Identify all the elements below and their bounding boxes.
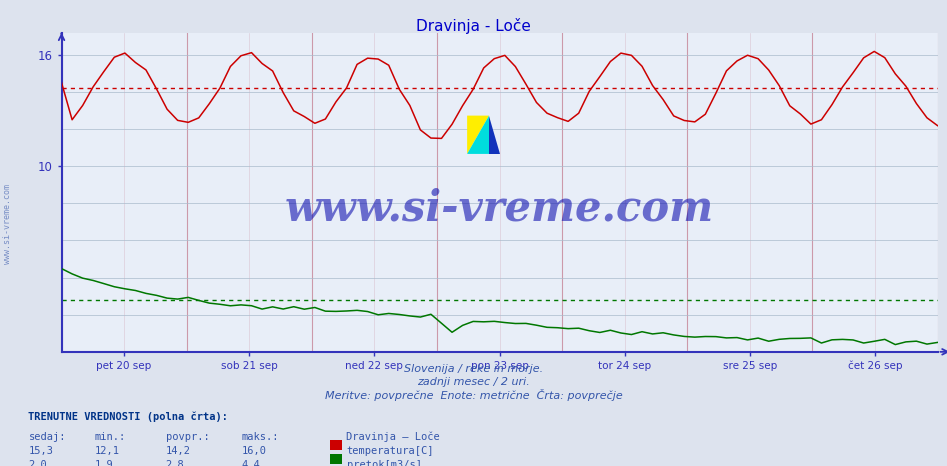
Text: Dravinja - Loče: Dravinja - Loče — [416, 18, 531, 34]
Text: Dravinja – Loče: Dravinja – Loče — [346, 432, 439, 442]
Text: www.si-vreme.com: www.si-vreme.com — [285, 187, 714, 229]
Text: 15,3: 15,3 — [28, 446, 53, 456]
Text: Meritve: povprečne  Enote: metrične  Črta: povprečje: Meritve: povprečne Enote: metrične Črta:… — [325, 389, 622, 401]
Polygon shape — [467, 116, 489, 154]
Text: TRENUTNE VREDNOSTI (polna črta):: TRENUTNE VREDNOSTI (polna črta): — [28, 411, 228, 422]
Polygon shape — [489, 116, 500, 154]
Text: 2,8: 2,8 — [166, 460, 185, 466]
Text: maks.:: maks.: — [241, 432, 279, 441]
Text: www.si-vreme.com: www.si-vreme.com — [3, 184, 12, 264]
Polygon shape — [467, 116, 489, 154]
Text: temperatura[C]: temperatura[C] — [347, 446, 434, 456]
Text: 1,9: 1,9 — [95, 460, 114, 466]
Text: Slovenija / reke in morje.: Slovenija / reke in morje. — [404, 364, 543, 374]
Text: zadnji mesec / 2 uri.: zadnji mesec / 2 uri. — [417, 377, 530, 386]
Text: povpr.:: povpr.: — [166, 432, 209, 441]
Text: min.:: min.: — [95, 432, 126, 441]
Text: 2,0: 2,0 — [28, 460, 47, 466]
Text: 16,0: 16,0 — [241, 446, 266, 456]
Text: 4,4: 4,4 — [241, 460, 260, 466]
Text: 12,1: 12,1 — [95, 446, 119, 456]
Text: 14,2: 14,2 — [166, 446, 190, 456]
Text: sedaj:: sedaj: — [28, 432, 66, 441]
Text: pretok[m3/s]: pretok[m3/s] — [347, 460, 421, 466]
